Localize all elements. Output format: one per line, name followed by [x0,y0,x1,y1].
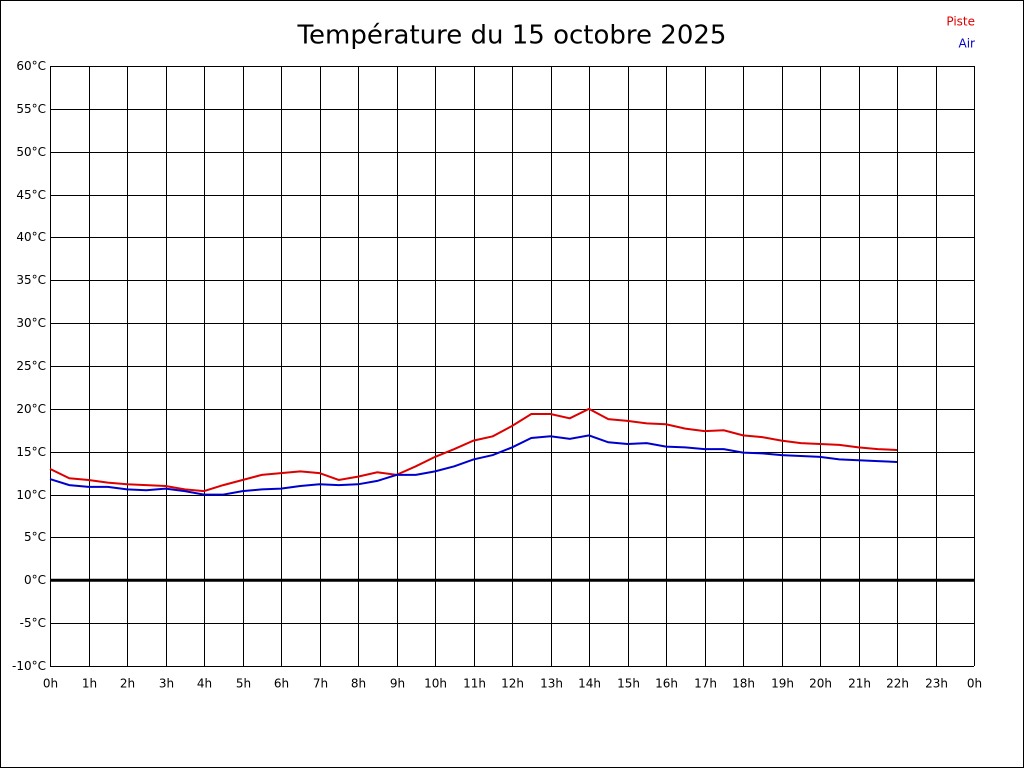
x-tick-label: 13h [540,677,563,691]
x-tick-label: 19h [771,677,794,691]
x-tick-label: 6h [274,677,289,691]
y-tick-label: 55°C [16,102,46,116]
x-tick-label: 15h [617,677,640,691]
y-tick-label: 15°C [16,445,46,459]
x-tick-label: 1h [82,677,97,691]
x-tick-label: 12h [501,677,524,691]
y-tick-label: 35°C [16,273,46,287]
x-tick-label: 3h [159,677,174,691]
x-tick-label: 10h [424,677,447,691]
y-tick-label: 45°C [16,188,46,202]
x-tick-label: 14h [578,677,601,691]
x-tick-label: 5h [236,677,251,691]
x-tick-label: 0h [967,677,982,691]
y-tick-label: 10°C [16,488,46,502]
x-tick-label: 0h [43,677,58,691]
x-tick-label: 9h [390,677,405,691]
y-tick-label: 20°C [16,402,46,416]
legend-entry: Piste [946,15,975,29]
series-line [49,434,898,496]
y-tick-label: 30°C [16,316,46,330]
x-tick-label: 18h [732,677,755,691]
x-tick-label: 8h [351,677,366,691]
x-tick-label: 2h [120,677,135,691]
y-tick-label: 40°C [16,230,46,244]
legend-entry: Air [959,37,976,51]
series-line [49,407,898,493]
x-tick-label: 16h [655,677,678,691]
x-tick-label: 4h [197,677,212,691]
y-tick-label: 50°C [16,145,46,159]
y-tick-label: -10°C [12,659,46,673]
x-tick-label: 7h [313,677,328,691]
y-tick-label: -5°C [20,616,46,630]
chart-title: Température du 15 octobre 2025 [297,21,727,51]
x-tick-label: 22h [886,677,909,691]
y-tick-label: 25°C [16,359,46,373]
x-tick-label: 21h [848,677,871,691]
y-tick-label: 0°C [24,573,46,587]
x-tick-label: 17h [694,677,717,691]
x-tick-label: 20h [809,677,832,691]
y-tick-label: 5°C [24,530,46,544]
y-tick-label: 60°C [16,59,46,73]
x-tick-label: 11h [463,677,486,691]
x-tick-label: 23h [925,677,948,691]
